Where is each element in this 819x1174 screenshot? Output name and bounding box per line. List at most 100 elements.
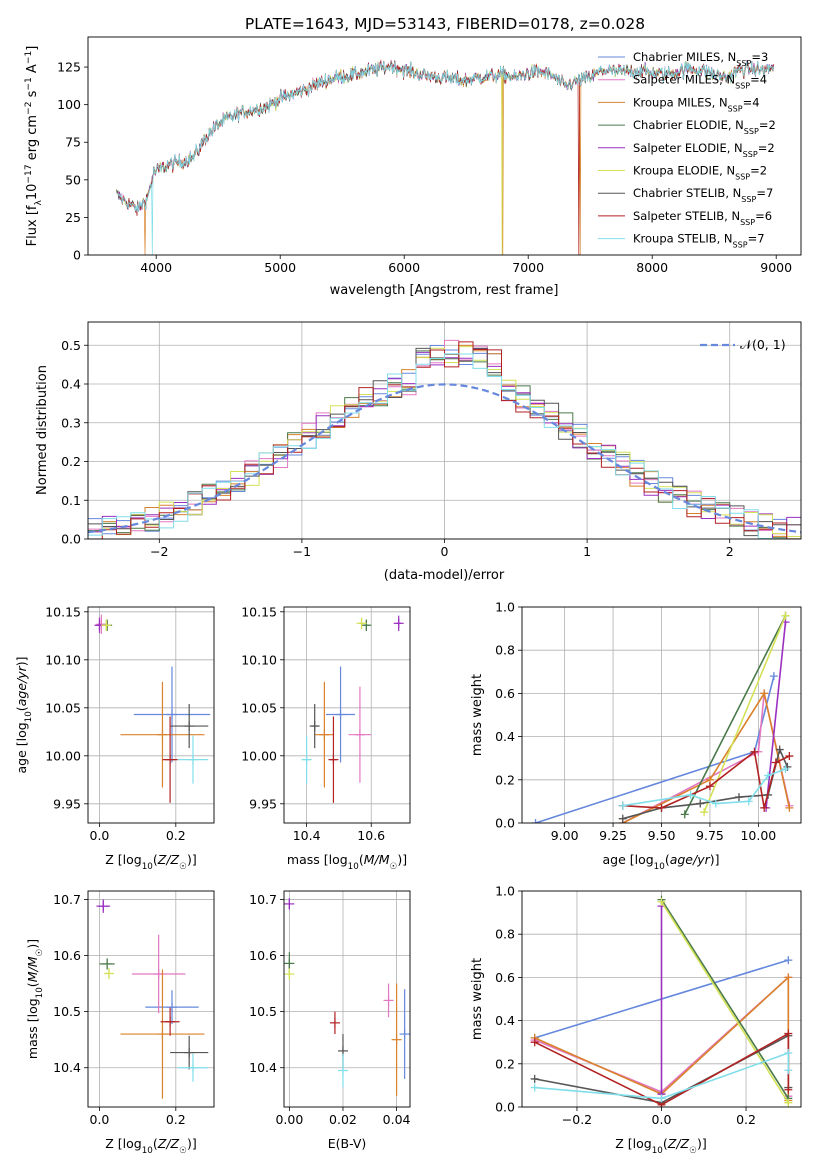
legend: Chabrier MILES, NSSP=3 Salpeter MILES, NS… <box>598 50 776 249</box>
series-line <box>703 615 787 813</box>
y-tick-label: 75 <box>65 135 81 150</box>
age_vs_Z-plot-area <box>88 607 214 823</box>
y-tick-label: 100 <box>57 97 81 112</box>
y-tick-label: 10.00 <box>241 748 277 763</box>
data-point <box>96 614 107 634</box>
data-point <box>284 898 295 910</box>
data-point <box>177 735 209 784</box>
y-tick-label: 10.6 <box>249 948 277 963</box>
y-tick-label: 0.2 <box>61 454 81 469</box>
x-tick-label: 0.0 <box>90 1112 110 1127</box>
marker <box>735 793 743 802</box>
age_vs_Z-axes: 0.0 0.2 9.95 10.00 10.05 10.10 10.15 Z [log10(Z… <box>14 604 215 872</box>
data-point <box>391 983 402 1096</box>
legend-label: Salpeter MILES, NSSP=4 <box>633 73 767 91</box>
spectrum-line <box>116 60 775 255</box>
x-tick-label: 7000 <box>512 260 544 275</box>
x-tick-label: 1 <box>583 544 591 559</box>
x-tick-label: 10.6 <box>357 828 385 843</box>
data-point <box>399 989 410 1079</box>
legend-label: Salpeter ELODIE, NSSP=2 <box>633 141 775 159</box>
weight_vs_age-axes: 9.00 9.25 9.50 9.75 10.00 0.0 0.2 0.4 0.6 0.8 1.0 a… <box>470 600 802 872</box>
marker <box>784 956 793 965</box>
y-tick-label: 10.05 <box>241 700 277 715</box>
y-tick-label: 1.0 <box>495 884 515 899</box>
y-tick-label: 0.4 <box>495 729 515 744</box>
series-line <box>765 622 787 808</box>
y-tick-label: 9.95 <box>249 796 277 811</box>
legend-label: Kroupa STELIB, NSSP=7 <box>633 232 765 250</box>
mass_vs_ebv-plot-area <box>284 891 410 1107</box>
marker <box>785 752 794 761</box>
data-point <box>383 983 394 1018</box>
y-tick-label: 10.10 <box>45 652 81 667</box>
y-tick-label: 0.8 <box>495 643 515 658</box>
data-point <box>314 681 335 788</box>
x-tick-label: 4000 <box>140 260 172 275</box>
y-tick-label: 10.10 <box>241 652 277 667</box>
y-tick-label: 0.3 <box>61 415 81 430</box>
y-axis-label: Flux [fλ10−17 erg cm−2 s−1 A−1] <box>24 46 44 247</box>
x-tick-label: 5000 <box>264 260 296 275</box>
x-tick-label: 9.25 <box>599 828 627 843</box>
marker <box>618 801 627 810</box>
data-point <box>162 716 178 803</box>
data-point <box>170 703 209 749</box>
data-point <box>177 1053 209 1082</box>
marker <box>750 747 759 756</box>
marker <box>530 1083 539 1092</box>
data-point <box>96 899 111 913</box>
x-axis-label: mass [log10(M/M☉)] <box>287 852 407 872</box>
legend-label: Kroupa ELODIE, NSSP=2 <box>633 164 767 182</box>
y-tick-label: 0.5 <box>61 338 81 353</box>
data-point <box>131 934 186 1014</box>
marker <box>764 771 773 780</box>
marker <box>771 758 780 767</box>
marker <box>781 611 790 620</box>
y-tick-label: 10.4 <box>53 1060 81 1075</box>
x-tick-label: 9.00 <box>551 828 579 843</box>
x-axis-label: age [log10(age/yr)] <box>602 852 719 872</box>
y-tick-label: 0 <box>73 248 81 263</box>
y-axis-label: mass [log10(M/M☉)] <box>25 939 45 1059</box>
x-tick-label: 2 <box>726 544 734 559</box>
data-point <box>101 619 112 631</box>
y-axis-label: age [log10(age/yr)] <box>14 656 34 773</box>
marker <box>531 819 540 823</box>
y-tick-label: 10.05 <box>45 700 81 715</box>
legend-label: Chabrier MILES, NSSP=3 <box>633 50 768 68</box>
y-tick-label: 0.2 <box>495 772 515 787</box>
legend-label: 𝒩(0, 1) <box>740 337 786 352</box>
y-tick-label: 10.7 <box>249 892 277 907</box>
x-tick-label: 9000 <box>760 260 792 275</box>
y-tick-label: 10.15 <box>241 604 277 619</box>
data-point <box>133 666 211 763</box>
legend-label: Chabrier STELIB, NSSP=7 <box>633 186 773 204</box>
data-point <box>170 1035 209 1070</box>
x-tick-label: 0.2 <box>166 1112 186 1127</box>
axes-frame <box>87 890 215 1108</box>
marker <box>657 897 666 906</box>
weight_vs_Z-plot-area <box>522 891 801 1107</box>
y-tick-label: 0.0 <box>495 1100 515 1115</box>
marker <box>785 803 794 812</box>
x-tick-label: 10.4 <box>293 828 321 843</box>
axes-frame <box>87 606 215 824</box>
x-tick-label: 0 <box>441 544 449 559</box>
series-line <box>660 901 789 1104</box>
marker <box>784 1049 793 1057</box>
data-point <box>160 1007 180 1036</box>
marker <box>657 1094 666 1103</box>
data-point <box>309 703 320 749</box>
y-tick-label: 0.4 <box>495 1013 515 1028</box>
x-tick-label: 0.2 <box>736 1112 756 1127</box>
marker <box>700 808 709 817</box>
x-tick-label: 0.0 <box>90 828 110 843</box>
spectrum-axes: 4000 5000 6000 7000 8000 9000 0 25 50 75 100 125 wav… <box>24 36 802 298</box>
y-tick-label: 125 <box>57 60 81 75</box>
y-tick-label: 0.4 <box>61 377 81 392</box>
figure-title: PLATE=1643, MJD=53143, FIBERID=0178, z=0… <box>245 15 645 33</box>
legend-label: Chabrier ELODIE, NSSP=2 <box>633 118 776 136</box>
data-point <box>284 968 295 980</box>
